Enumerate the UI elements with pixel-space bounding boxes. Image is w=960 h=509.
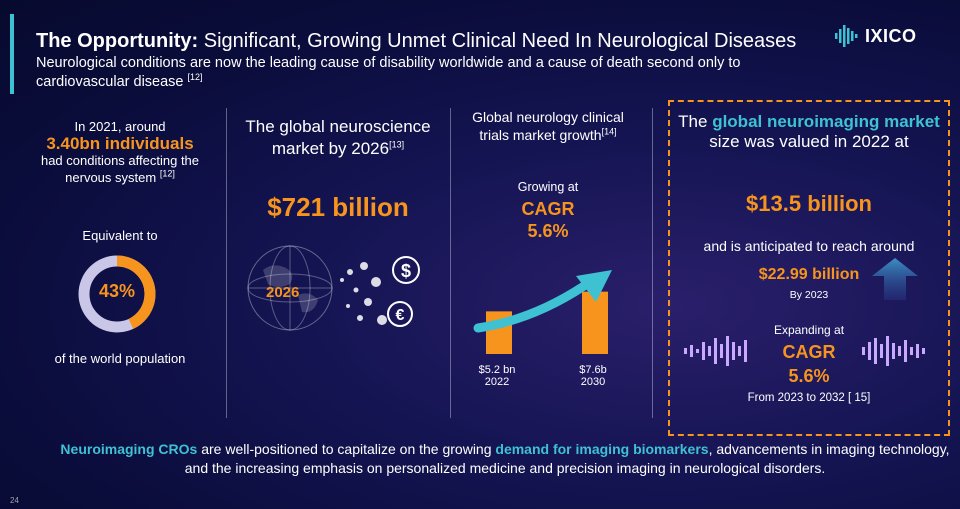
growing-at-label: Growing at	[517, 180, 579, 194]
title-bold: The Opportunity:	[36, 30, 199, 52]
expanding-label: Expanding at	[773, 323, 845, 337]
cagr-period-label: From 2023 to 2032 [ 15]	[747, 392, 871, 404]
bar-value-label: $7.6b	[579, 364, 607, 376]
neuroimaging-future-value: $22.99 billion	[758, 266, 860, 283]
growth-arrow-icon	[473, 281, 589, 333]
neuroimaging-heading-post: size was valued in 2022 at	[709, 132, 909, 151]
cagr-label: CAGR	[521, 199, 575, 219]
svg-text:$: $	[401, 261, 411, 281]
bar-label-2030: $7.6b 2030	[568, 364, 618, 388]
title-rest: Significant, Growing Unmet Clinical Need…	[198, 30, 797, 52]
donut-fill-segment	[78, 255, 156, 333]
footer-highlight-2: demand for imaging biomarkers	[495, 441, 709, 457]
svg-text:€: €	[396, 307, 405, 324]
column-divider	[450, 108, 451, 418]
world-share-donut-chart	[78, 255, 156, 333]
clinical-trials-ref: [14]	[601, 126, 617, 137]
neuroimaging-heading-pre: The	[678, 112, 713, 131]
clinical-trials-growth-chart	[473, 270, 612, 354]
bar-label-2022: $5.2 bn 2022	[472, 364, 522, 388]
subtitle-text: Neurological conditions are now the lead…	[36, 55, 741, 90]
donut-percent-label: 43%	[98, 281, 136, 301]
clinical-trials-heading: Global neurology clinical trials market …	[468, 108, 628, 144]
audio-wave-icon	[862, 336, 925, 366]
euro-icon: €	[387, 301, 413, 327]
footer-text-1: are well-positioned to capitalize on the…	[197, 441, 496, 457]
by-year-label: By 2023	[789, 289, 829, 301]
coin-dots	[340, 262, 387, 325]
audio-wave-icon	[684, 336, 747, 366]
globe-money-graphic: $ €	[247, 245, 420, 331]
cagr-value: 5.6%	[788, 366, 830, 386]
title-accent-bar	[10, 14, 14, 94]
bar-year-label: 2022	[484, 376, 510, 388]
population-highlight: 3.40bn individuals	[46, 134, 194, 153]
growth-arrow-head	[576, 270, 612, 302]
population-desc-text: had conditions affecting the nervous sys…	[40, 153, 200, 185]
page-number: 24	[10, 496, 19, 505]
world-population-label: of the world population	[54, 351, 186, 366]
population-stat: In 2021, around 3.40bn individuals had c…	[28, 118, 212, 186]
footer-text-2: , advancements in imaging technology, an…	[184, 441, 950, 476]
footer-highlight-1: Neuroimaging CROs	[60, 441, 198, 457]
cagr-label: CAGR	[782, 342, 836, 362]
globe-year-label: 2026	[266, 284, 300, 301]
neuroimaging-heading-highlight: global neuroimaging market	[712, 112, 940, 131]
equivalent-label: Equivalent to	[82, 228, 158, 243]
anticipated-label: and is anticipated to reach around	[703, 238, 915, 254]
neuroimaging-heading: The global neuroimaging market size was …	[668, 112, 950, 152]
neuroscience-heading-text: The global neuroscience market by 2026	[245, 117, 431, 158]
globe-icon	[247, 245, 333, 331]
neuroimaging-cagr: CAGR 5.6%	[668, 340, 950, 388]
neuroscience-market-value: $721 billion	[267, 192, 409, 222]
neuroimaging-market-box	[668, 100, 950, 436]
neuroscience-ref: [13]	[389, 139, 405, 150]
neuroscience-market-heading: The global neuroscience market by 2026[1…	[238, 116, 438, 160]
subtitle-ref: [12]	[187, 72, 203, 83]
page-title: The Opportunity: Significant, Growing Un…	[36, 30, 796, 53]
page-subtitle: Neurological conditions are now the lead…	[36, 54, 836, 92]
cagr-value: 5.6%	[527, 221, 569, 241]
column-divider	[226, 108, 227, 418]
clinical-trials-cagr: CAGR 5.6%	[468, 198, 628, 242]
neuroimaging-2022-value: $13.5 billion	[746, 191, 872, 216]
clinical-trials-heading-text: Global neurology clinical trials market …	[472, 109, 624, 143]
population-intro: In 2021, around	[74, 119, 166, 134]
logo-text: IXICO	[865, 25, 917, 46]
population-ref: [12]	[159, 168, 175, 179]
ixico-wave-logo-icon	[835, 25, 858, 47]
footer-statement: Neuroimaging CROs are well-positioned to…	[60, 440, 950, 478]
column-divider	[652, 108, 653, 418]
population-desc: had conditions affecting the nervous sys…	[28, 152, 212, 186]
bar-2030	[582, 291, 608, 354]
ixico-logo: IXICO	[834, 24, 917, 48]
dollar-icon: $	[392, 256, 420, 284]
bar-year-label: 2030	[580, 376, 606, 388]
up-arrow-icon	[872, 258, 918, 300]
bar-value-label: $5.2 bn	[478, 364, 516, 376]
